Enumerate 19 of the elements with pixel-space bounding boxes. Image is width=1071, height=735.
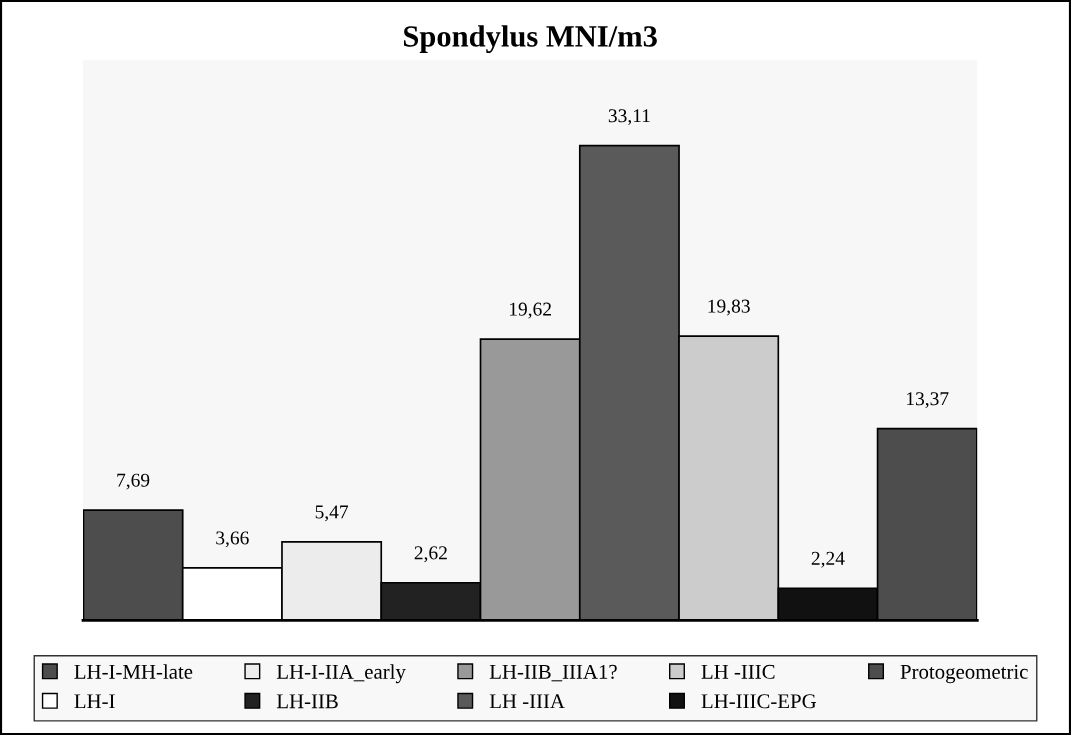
data-label: 7,69 (117, 473, 150, 490)
chart-title: Spondylus MNI/m3 (404, 25, 657, 53)
data-label: 33,11 (608, 109, 650, 126)
data-label: 2,62 (414, 546, 447, 563)
data-label: 19,83 (708, 299, 750, 316)
legend-label: Protogeometric (900, 664, 1028, 684)
legend-label: LH-IIB_IIIA1? (489, 664, 617, 682)
legend-label: LH-I-IIA_early (276, 664, 406, 684)
data-label: 3,66 (216, 531, 249, 548)
legend-label: LH -IIIA (489, 694, 565, 709)
legend-label: LH-IIIC-EPG (701, 694, 817, 709)
data-label: 13,37 (907, 392, 949, 409)
legend-label: LH -IIIC (701, 664, 775, 679)
legend-label: LH-I-MH-late (74, 664, 193, 679)
legend-label: LH-I (74, 694, 115, 709)
data-label: 19,62 (509, 302, 551, 319)
legend-label: LH-IIB (276, 694, 338, 709)
data-label: 2,24 (811, 551, 845, 568)
data-label: 5,47 (315, 505, 349, 522)
